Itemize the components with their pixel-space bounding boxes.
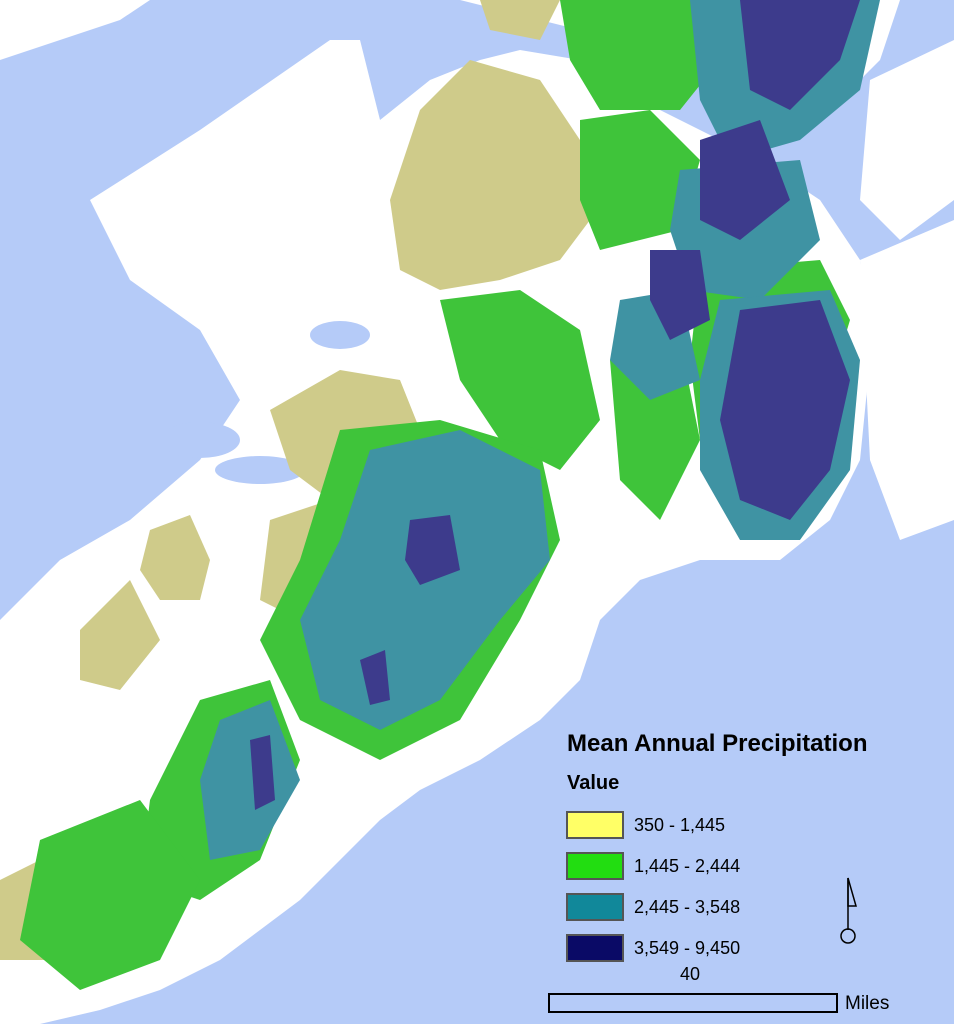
legend-swatch	[566, 852, 624, 880]
scale-bar-unit: Miles	[845, 993, 890, 1014]
legend-label: 3,549 - 9,450	[634, 937, 741, 958]
legend-swatch	[566, 893, 624, 921]
legend-item-class-1: 350 - 1,445	[566, 809, 725, 841]
legend-title: Mean Annual Precipitation	[567, 730, 868, 757]
legend-item-class-4: 3,549 - 9,450	[566, 932, 740, 964]
scale-bar	[548, 993, 838, 1013]
scale-bar-value: 40	[680, 964, 701, 984]
legend-item-class-3: 2,445 - 3,548	[566, 891, 740, 923]
water-lakes	[160, 321, 370, 484]
legend-label: 350 - 1,445	[634, 814, 726, 835]
legend-swatch	[566, 934, 624, 962]
north-arrow-icon	[840, 877, 857, 944]
legend-label: 1,445 - 2,444	[634, 855, 741, 876]
legend-label: 2,445 - 3,548	[634, 896, 741, 917]
legend-item-class-2: 1,445 - 2,444	[566, 850, 740, 882]
legend-swatch	[566, 811, 624, 839]
zone-3549-9450	[250, 0, 860, 810]
legend-subtitle: Value	[567, 772, 620, 794]
